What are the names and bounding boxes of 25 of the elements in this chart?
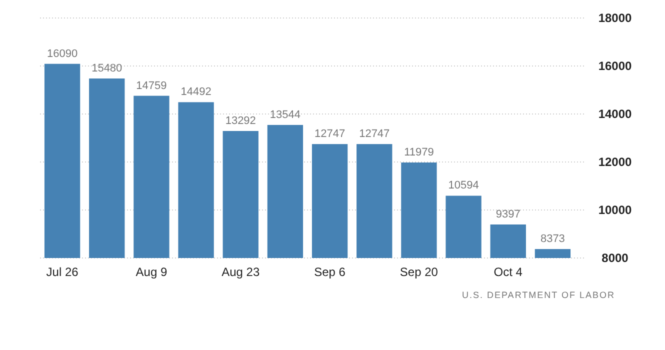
data-label: 10594	[448, 180, 479, 192]
data-label: 9397	[496, 208, 520, 220]
x-tick-label: Oct 4	[494, 265, 523, 279]
data-label: 14759	[136, 80, 167, 92]
data-label: 14492	[180, 86, 212, 98]
y-tick-label: 16000	[598, 59, 632, 74]
x-tick-label: Sep 20	[400, 265, 438, 279]
text: U.S. DEPARTMENT OF LABOR	[462, 290, 615, 300]
y-tick-label: 14000	[598, 107, 632, 122]
x-tick-label: Aug 23	[222, 265, 260, 279]
data-label: 8373	[540, 233, 565, 246]
y-tick-label: 12000	[598, 155, 632, 170]
data-label: 12747	[314, 128, 346, 140]
x-tick-label: Sep 6	[314, 265, 346, 279]
y-tick-label: 8000	[602, 251, 629, 266]
data-label: 15480	[92, 62, 122, 74]
data-label: 12747	[359, 128, 390, 140]
data-label: 11979	[404, 146, 434, 159]
data-label: 13544	[270, 108, 301, 121]
data-label: 13292	[225, 114, 256, 127]
data-label: 16090	[46, 48, 78, 60]
y-tick-label: 10000	[598, 203, 632, 218]
y-tick-label: 18000	[598, 11, 632, 26]
x-tick-label: Aug 9	[136, 265, 168, 279]
x-tick-label: Jul 26	[46, 265, 79, 279]
